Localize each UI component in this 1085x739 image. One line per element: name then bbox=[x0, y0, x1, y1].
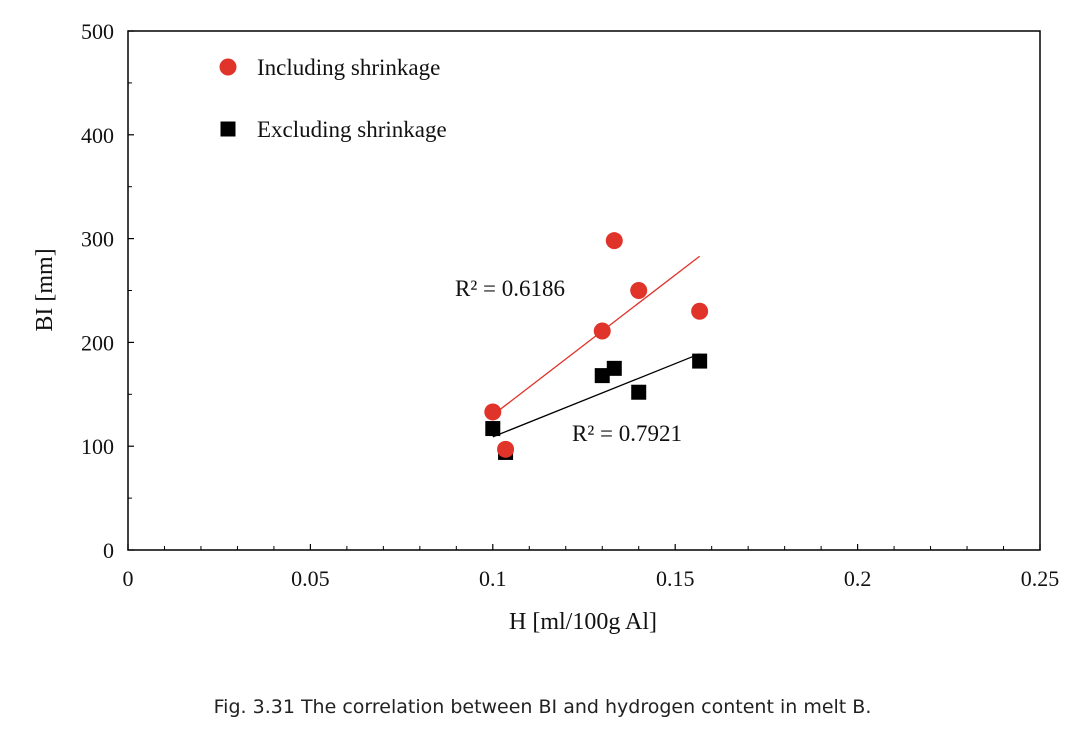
point-including-shrinkage bbox=[630, 282, 648, 299]
y-tick-label: 200 bbox=[81, 330, 114, 355]
y-tick-label: 0 bbox=[103, 538, 114, 563]
point-including-shrinkage bbox=[605, 232, 623, 250]
legend-marker-circle bbox=[219, 58, 237, 76]
x-tick-label: 0 bbox=[123, 566, 134, 591]
point-including-shrinkage bbox=[484, 403, 502, 421]
trendline-excluding bbox=[492, 353, 700, 438]
y-tick-label: 400 bbox=[81, 123, 114, 148]
r2-label-excluding: R² = 0.7921 bbox=[572, 421, 682, 446]
point-excluding-shrinkage bbox=[692, 353, 708, 369]
plot-frame bbox=[127, 30, 1041, 551]
point-excluding-shrinkage bbox=[606, 360, 622, 376]
legend: Including shrinkage Excluding shrinkage bbox=[219, 55, 447, 142]
x-tick-label: 0.1 bbox=[479, 566, 507, 591]
y-axis-label: BI [mm] bbox=[32, 248, 58, 331]
point-including-shrinkage bbox=[691, 302, 709, 320]
x-tick-label: 0.2 bbox=[844, 566, 872, 591]
x-tick-label: 0.05 bbox=[291, 566, 330, 591]
x-axis-label: H [ml/100g Al] bbox=[509, 609, 657, 635]
x-tick-label: 0.25 bbox=[1021, 566, 1060, 591]
figure-caption: Fig. 3.31 The correlation between BI and… bbox=[213, 696, 872, 718]
point-excluding-shrinkage bbox=[631, 384, 647, 400]
point-including-shrinkage bbox=[593, 322, 611, 340]
tick-group: 0 100 200 300 400 500 0 0.05 0.1 0.15 0.2 0.25 bbox=[81, 19, 1059, 591]
data-points bbox=[484, 232, 709, 460]
legend-marker-square bbox=[220, 121, 236, 137]
r2-label-including: R² = 0.6186 bbox=[455, 276, 565, 301]
point-including-shrinkage bbox=[497, 440, 515, 458]
axes bbox=[127, 30, 1041, 551]
point-excluding-shrinkage bbox=[485, 421, 501, 437]
y-tick-label: 500 bbox=[81, 19, 114, 44]
y-tick-label: 100 bbox=[81, 434, 114, 459]
legend-label: Including shrinkage bbox=[257, 55, 440, 80]
x-tick-label: 0.15 bbox=[656, 566, 695, 591]
y-tick-label: 300 bbox=[81, 227, 114, 252]
legend-label: Excluding shrinkage bbox=[257, 117, 447, 142]
point-excluding-shrinkage bbox=[594, 368, 610, 384]
